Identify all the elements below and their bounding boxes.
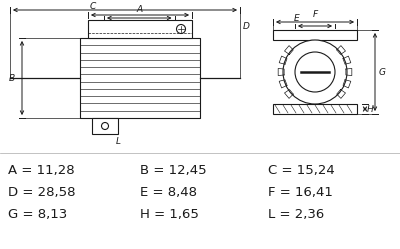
Text: D: D [243, 22, 250, 31]
Bar [80, 38, 200, 118]
Text: E = 8,48: E = 8,48 [140, 186, 197, 198]
Text: D = 28,58: D = 28,58 [8, 186, 76, 198]
Circle shape [176, 24, 186, 34]
Text: L = 2,36: L = 2,36 [268, 207, 324, 221]
Text: B: B [9, 73, 15, 82]
Text: G = 8,13: G = 8,13 [8, 207, 67, 221]
Text: C: C [90, 2, 96, 11]
Text: B = 12,45: B = 12,45 [140, 164, 207, 177]
Text: L: L [116, 137, 121, 146]
Text: F: F [312, 10, 318, 19]
Circle shape [102, 123, 108, 129]
Text: C = 15,24: C = 15,24 [268, 164, 335, 177]
Bar [273, 30, 357, 40]
Text: G: G [379, 67, 386, 76]
Text: E: E [294, 14, 300, 23]
Circle shape [295, 52, 335, 92]
Bar [88, 20, 192, 38]
Text: F = 16,41: F = 16,41 [268, 186, 333, 198]
Text: A: A [136, 5, 142, 14]
Bar [273, 104, 357, 114]
Text: A = 11,28: A = 11,28 [8, 164, 75, 177]
Text: H = 1,65: H = 1,65 [140, 207, 199, 221]
Circle shape [283, 40, 347, 104]
Text: H: H [367, 105, 374, 114]
Bar [92, 118, 118, 134]
